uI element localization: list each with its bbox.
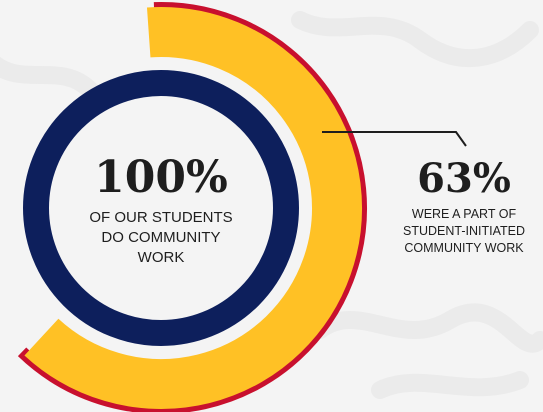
series-ring-100 [23, 70, 299, 346]
center-caption-line-3: WORK [138, 249, 185, 266]
leader-line [322, 131, 467, 147]
side-value: 63% [417, 155, 511, 202]
series-arc-63 [24, 7, 362, 409]
background-pattern [0, 11, 543, 399]
center-caption-line-1: OF OUR STUDENTS [89, 209, 232, 226]
side-caption-line-2: STUDENT-INITIATED [403, 224, 525, 238]
center-value: 100% [94, 152, 228, 203]
side-caption-line-3: COMMUNITY WORK [404, 241, 524, 255]
center-caption-line-2: DO COMMUNITY [101, 229, 220, 246]
rings-layer [17, 2, 367, 412]
side-caption-line-1: WERE A PART OF [412, 207, 517, 221]
